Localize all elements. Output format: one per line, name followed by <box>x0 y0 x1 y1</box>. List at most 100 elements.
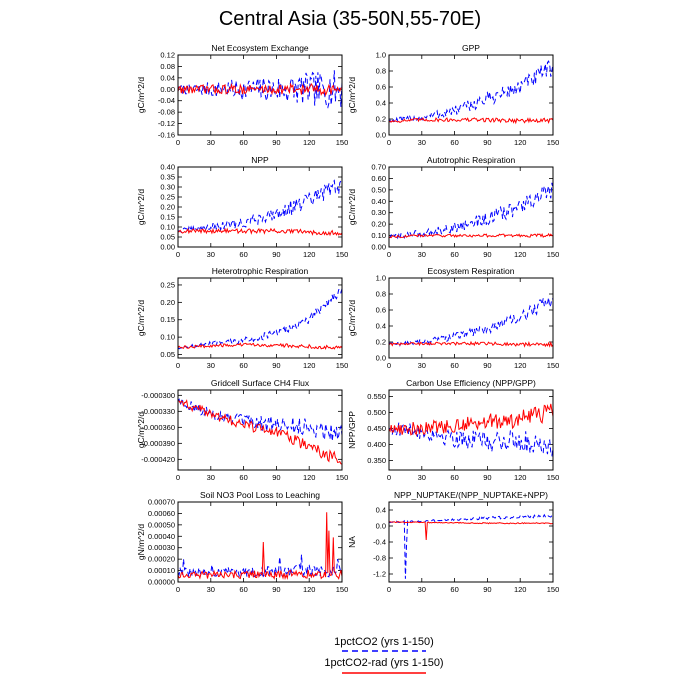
plot-frame <box>177 54 343 136</box>
x-tick-label: 30 <box>207 361 215 370</box>
panel-title: NPP <box>251 155 269 165</box>
panel-title: NPP_NUPTAKE/(NPP_NUPTAKE+NPP) <box>394 490 548 500</box>
series-line-1pctco2 <box>388 60 554 125</box>
x-tick-label: 30 <box>207 138 215 147</box>
y-tick-label: 0.450 <box>367 424 386 433</box>
panel-autotrophic-respiration: Autotrophic Respiration gC/m^2/d 0 30 60 90 12… <box>347 155 559 259</box>
y-tick-label: 0.30 <box>160 183 175 192</box>
y-tick-label: 0.20 <box>371 220 386 229</box>
series-line-1pctco2-rad <box>388 521 553 541</box>
y-tick-label: 0.40 <box>371 197 386 206</box>
y-tick-label: 0.40 <box>160 163 175 172</box>
y-tick-label: 0.00010 <box>148 566 175 575</box>
x-tick-label: 90 <box>483 585 491 594</box>
y-tick-label: -0.000420 <box>141 455 175 464</box>
y-tick-label: 0.500 <box>367 408 386 417</box>
x-tick-label: 60 <box>239 138 247 147</box>
y-tick-label: 0.05 <box>160 350 175 359</box>
panel-soil-no3-pool-loss-to-leaching: Soil NO3 Pool Loss to Leaching gN/m^2/d 0 3… <box>136 490 348 594</box>
x-tick-label: 150 <box>547 138 560 147</box>
x-tick-label: 0 <box>176 473 180 482</box>
x-tick-label: 150 <box>547 361 560 370</box>
y-tick-label: -0.000360 <box>141 423 175 432</box>
series-line-1pctco2 <box>177 70 343 109</box>
y-tick-label: 0.12 <box>160 51 175 60</box>
y-tick-label: 0.20 <box>160 203 175 212</box>
panel-title: Heterotrophic Respiration <box>212 266 309 276</box>
panel-title: Autotrophic Respiration <box>427 155 516 165</box>
page-title: Central Asia (35-50N,55-70E) <box>218 8 482 30</box>
x-tick-label: 60 <box>450 138 458 147</box>
x-tick-label: 30 <box>418 585 426 594</box>
x-tick-label: 120 <box>303 585 316 594</box>
x-tick-label: 60 <box>450 361 458 370</box>
panel-gpp: GPP gC/m^2/d 0 30 60 90 120 150 0.0 0.2 0.4 0.6 0.8 1… <box>347 43 559 147</box>
x-tick-label: 60 <box>450 473 458 482</box>
x-tick-label: 60 <box>239 585 247 594</box>
y-tick-label: 0.00070 <box>148 498 175 507</box>
y-tick-label: -0.8 <box>373 554 386 563</box>
y-tick-label: 0.00 <box>160 85 175 94</box>
x-tick-label: 60 <box>239 250 247 259</box>
y-axis-label: gC/m^2/d <box>136 77 146 113</box>
panel-title: Net Ecosystem Exchange <box>211 43 309 53</box>
y-tick-label: 0.8 <box>376 67 386 76</box>
x-tick-label: 150 <box>336 138 349 147</box>
x-tick-label: 90 <box>272 361 280 370</box>
x-tick-label: 30 <box>207 473 215 482</box>
x-tick-label: 30 <box>207 250 215 259</box>
y-tick-label: 0.4 <box>376 322 386 331</box>
x-tick-label: 120 <box>514 585 527 594</box>
y-axis-label: gC/m^2/d <box>136 189 146 225</box>
series-line-1pctco2-rad <box>388 232 554 239</box>
x-tick-label: 0 <box>176 361 180 370</box>
series-line-1pctco2 <box>388 182 554 241</box>
y-tick-label: 0.350 <box>367 456 386 465</box>
y-tick-label: 0.00050 <box>148 520 175 529</box>
legend-label-1pctco2-rad: 1pctCO2-rad (yrs 1-150) <box>324 657 444 669</box>
x-tick-label: 90 <box>272 250 280 259</box>
x-tick-label: 30 <box>418 473 426 482</box>
x-tick-label: 90 <box>272 138 280 147</box>
series-line-1pctco2 <box>177 288 343 350</box>
series-line-1pctco2-rad <box>177 342 343 350</box>
y-tick-label: 0.20 <box>160 298 175 307</box>
y-tick-label: 0.60 <box>371 174 386 183</box>
y-tick-label: 0.70 <box>371 163 386 172</box>
y-tick-label: 1.0 <box>376 51 386 60</box>
y-tick-label: 0.25 <box>160 280 175 289</box>
y-axis-label: gC/m^2/d <box>136 300 146 336</box>
x-tick-label: 0 <box>387 473 391 482</box>
x-tick-label: 90 <box>483 250 491 259</box>
y-tick-label: 0.00040 <box>148 532 175 541</box>
x-tick-label: 0 <box>176 585 180 594</box>
x-tick-label: 60 <box>450 585 458 594</box>
x-tick-label: 0 <box>176 138 180 147</box>
series-line-1pctco2-rad <box>177 399 343 465</box>
x-tick-label: 150 <box>547 250 560 259</box>
y-tick-label: -1.2 <box>373 570 386 579</box>
series-line-1pctco2 <box>388 297 554 347</box>
plot-frame <box>177 277 343 359</box>
x-tick-label: 150 <box>336 473 349 482</box>
legend-label-1pctco2: 1pctCO2 (yrs 1-150) <box>334 636 434 648</box>
y-tick-label: 0.4 <box>376 506 386 515</box>
y-tick-label: -0.08 <box>158 108 175 117</box>
y-tick-label: 0.00020 <box>148 555 175 564</box>
series-line-1pctco2-rad <box>388 403 554 437</box>
x-tick-label: 150 <box>336 361 349 370</box>
x-tick-label: 120 <box>514 250 527 259</box>
x-tick-label: 150 <box>336 585 349 594</box>
y-tick-label: 0.00030 <box>148 543 175 552</box>
series-line-1pctco2-rad <box>177 82 343 97</box>
x-tick-label: 120 <box>303 473 316 482</box>
y-tick-label: 0.2 <box>376 338 386 347</box>
y-tick-label: 0.400 <box>367 440 386 449</box>
y-tick-label: 0.10 <box>160 333 175 342</box>
y-tick-label: -0.000300 <box>141 391 175 400</box>
y-tick-label: 0.4 <box>376 99 386 108</box>
x-tick-label: 120 <box>303 138 316 147</box>
series-line-1pctco2 <box>177 179 343 234</box>
